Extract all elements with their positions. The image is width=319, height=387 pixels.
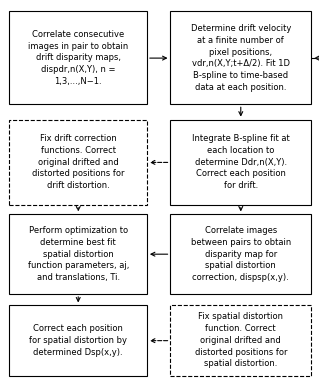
Text: distorted positions for: distorted positions for — [32, 170, 124, 178]
Text: determined Dsp(x,y).: determined Dsp(x,y). — [33, 348, 123, 357]
Text: 1,3,...,N−1.: 1,3,...,N−1. — [55, 77, 102, 86]
FancyBboxPatch shape — [170, 120, 311, 205]
FancyBboxPatch shape — [170, 12, 311, 104]
Text: and translations, Ti.: and translations, Ti. — [37, 273, 120, 282]
Text: correction, dispsp(x,y).: correction, dispsp(x,y). — [192, 273, 289, 282]
Text: drift distortion.: drift distortion. — [47, 181, 110, 190]
Text: Determine drift velocity: Determine drift velocity — [190, 24, 291, 33]
Text: and translations, Ti.: and translations, Ti. — [37, 273, 120, 282]
Text: functions. Correct: functions. Correct — [41, 146, 116, 155]
Text: images in pair to obtain: images in pair to obtain — [28, 42, 128, 51]
Text: for drift.: for drift. — [224, 181, 258, 190]
Text: distorted positions for: distorted positions for — [195, 348, 287, 357]
Text: correction, dispsp(x,y).: correction, dispsp(x,y). — [192, 273, 289, 282]
Text: Correct each position: Correct each position — [33, 324, 123, 333]
Text: data at each position.: data at each position. — [195, 83, 286, 92]
Text: dispdr,n(X,Y), n =: dispdr,n(X,Y), n = — [41, 65, 115, 74]
Text: Fix spatial distortion: Fix spatial distortion — [198, 312, 283, 322]
Text: Correct each position: Correct each position — [196, 170, 286, 178]
Text: at a finite number of: at a finite number of — [197, 36, 284, 45]
Text: determine Ddr,n(X,Y).: determine Ddr,n(X,Y). — [195, 158, 287, 167]
Text: determined Dsp(x,y).: determined Dsp(x,y). — [33, 348, 123, 357]
Text: Perform optimization to: Perform optimization to — [29, 226, 128, 235]
Text: vdr,n(X,Y;t+Δ/2). Fit 1D: vdr,n(X,Y;t+Δ/2). Fit 1D — [192, 59, 290, 68]
Text: function parameters, aj,: function parameters, aj, — [27, 262, 129, 271]
FancyBboxPatch shape — [10, 120, 147, 205]
Text: spatial distortion.: spatial distortion. — [204, 360, 278, 368]
Text: vdr,n(X,Y;t+Δ/2). Fit 1D: vdr,n(X,Y;t+Δ/2). Fit 1D — [192, 59, 290, 68]
Text: Integrate B-spline fit at: Integrate B-spline fit at — [192, 134, 290, 143]
Text: each location to: each location to — [207, 146, 274, 155]
Text: disparity map for: disparity map for — [205, 250, 277, 259]
FancyBboxPatch shape — [10, 214, 147, 294]
Text: spatial distortion: spatial distortion — [43, 250, 114, 259]
Text: original drifted and: original drifted and — [200, 336, 281, 345]
Text: Correlate consecutive: Correlate consecutive — [32, 30, 124, 39]
Text: Fix drift correction: Fix drift correction — [40, 134, 116, 143]
Text: between pairs to obtain: between pairs to obtain — [191, 238, 291, 247]
Text: for spatial distortion by: for spatial distortion by — [29, 336, 127, 345]
Text: function parameters, aj,: function parameters, aj, — [27, 262, 129, 271]
Text: function. Correct: function. Correct — [205, 324, 276, 333]
Text: drift disparity maps,: drift disparity maps, — [36, 53, 121, 62]
Text: original drifted and: original drifted and — [38, 158, 119, 167]
FancyBboxPatch shape — [170, 305, 311, 375]
Text: determine Ddr,n(X,Y).: determine Ddr,n(X,Y). — [195, 158, 287, 167]
Text: pixel positions,: pixel positions, — [209, 48, 272, 57]
FancyBboxPatch shape — [10, 305, 147, 375]
Text: B-spline to time-based: B-spline to time-based — [193, 71, 288, 80]
Text: dispdr,n(X,Y), n =: dispdr,n(X,Y), n = — [41, 65, 115, 74]
FancyBboxPatch shape — [170, 214, 311, 294]
Text: spatial distortion: spatial distortion — [205, 262, 276, 271]
FancyBboxPatch shape — [10, 12, 147, 104]
Text: Correlate images: Correlate images — [205, 226, 277, 235]
Text: determine best fit: determine best fit — [40, 238, 116, 247]
